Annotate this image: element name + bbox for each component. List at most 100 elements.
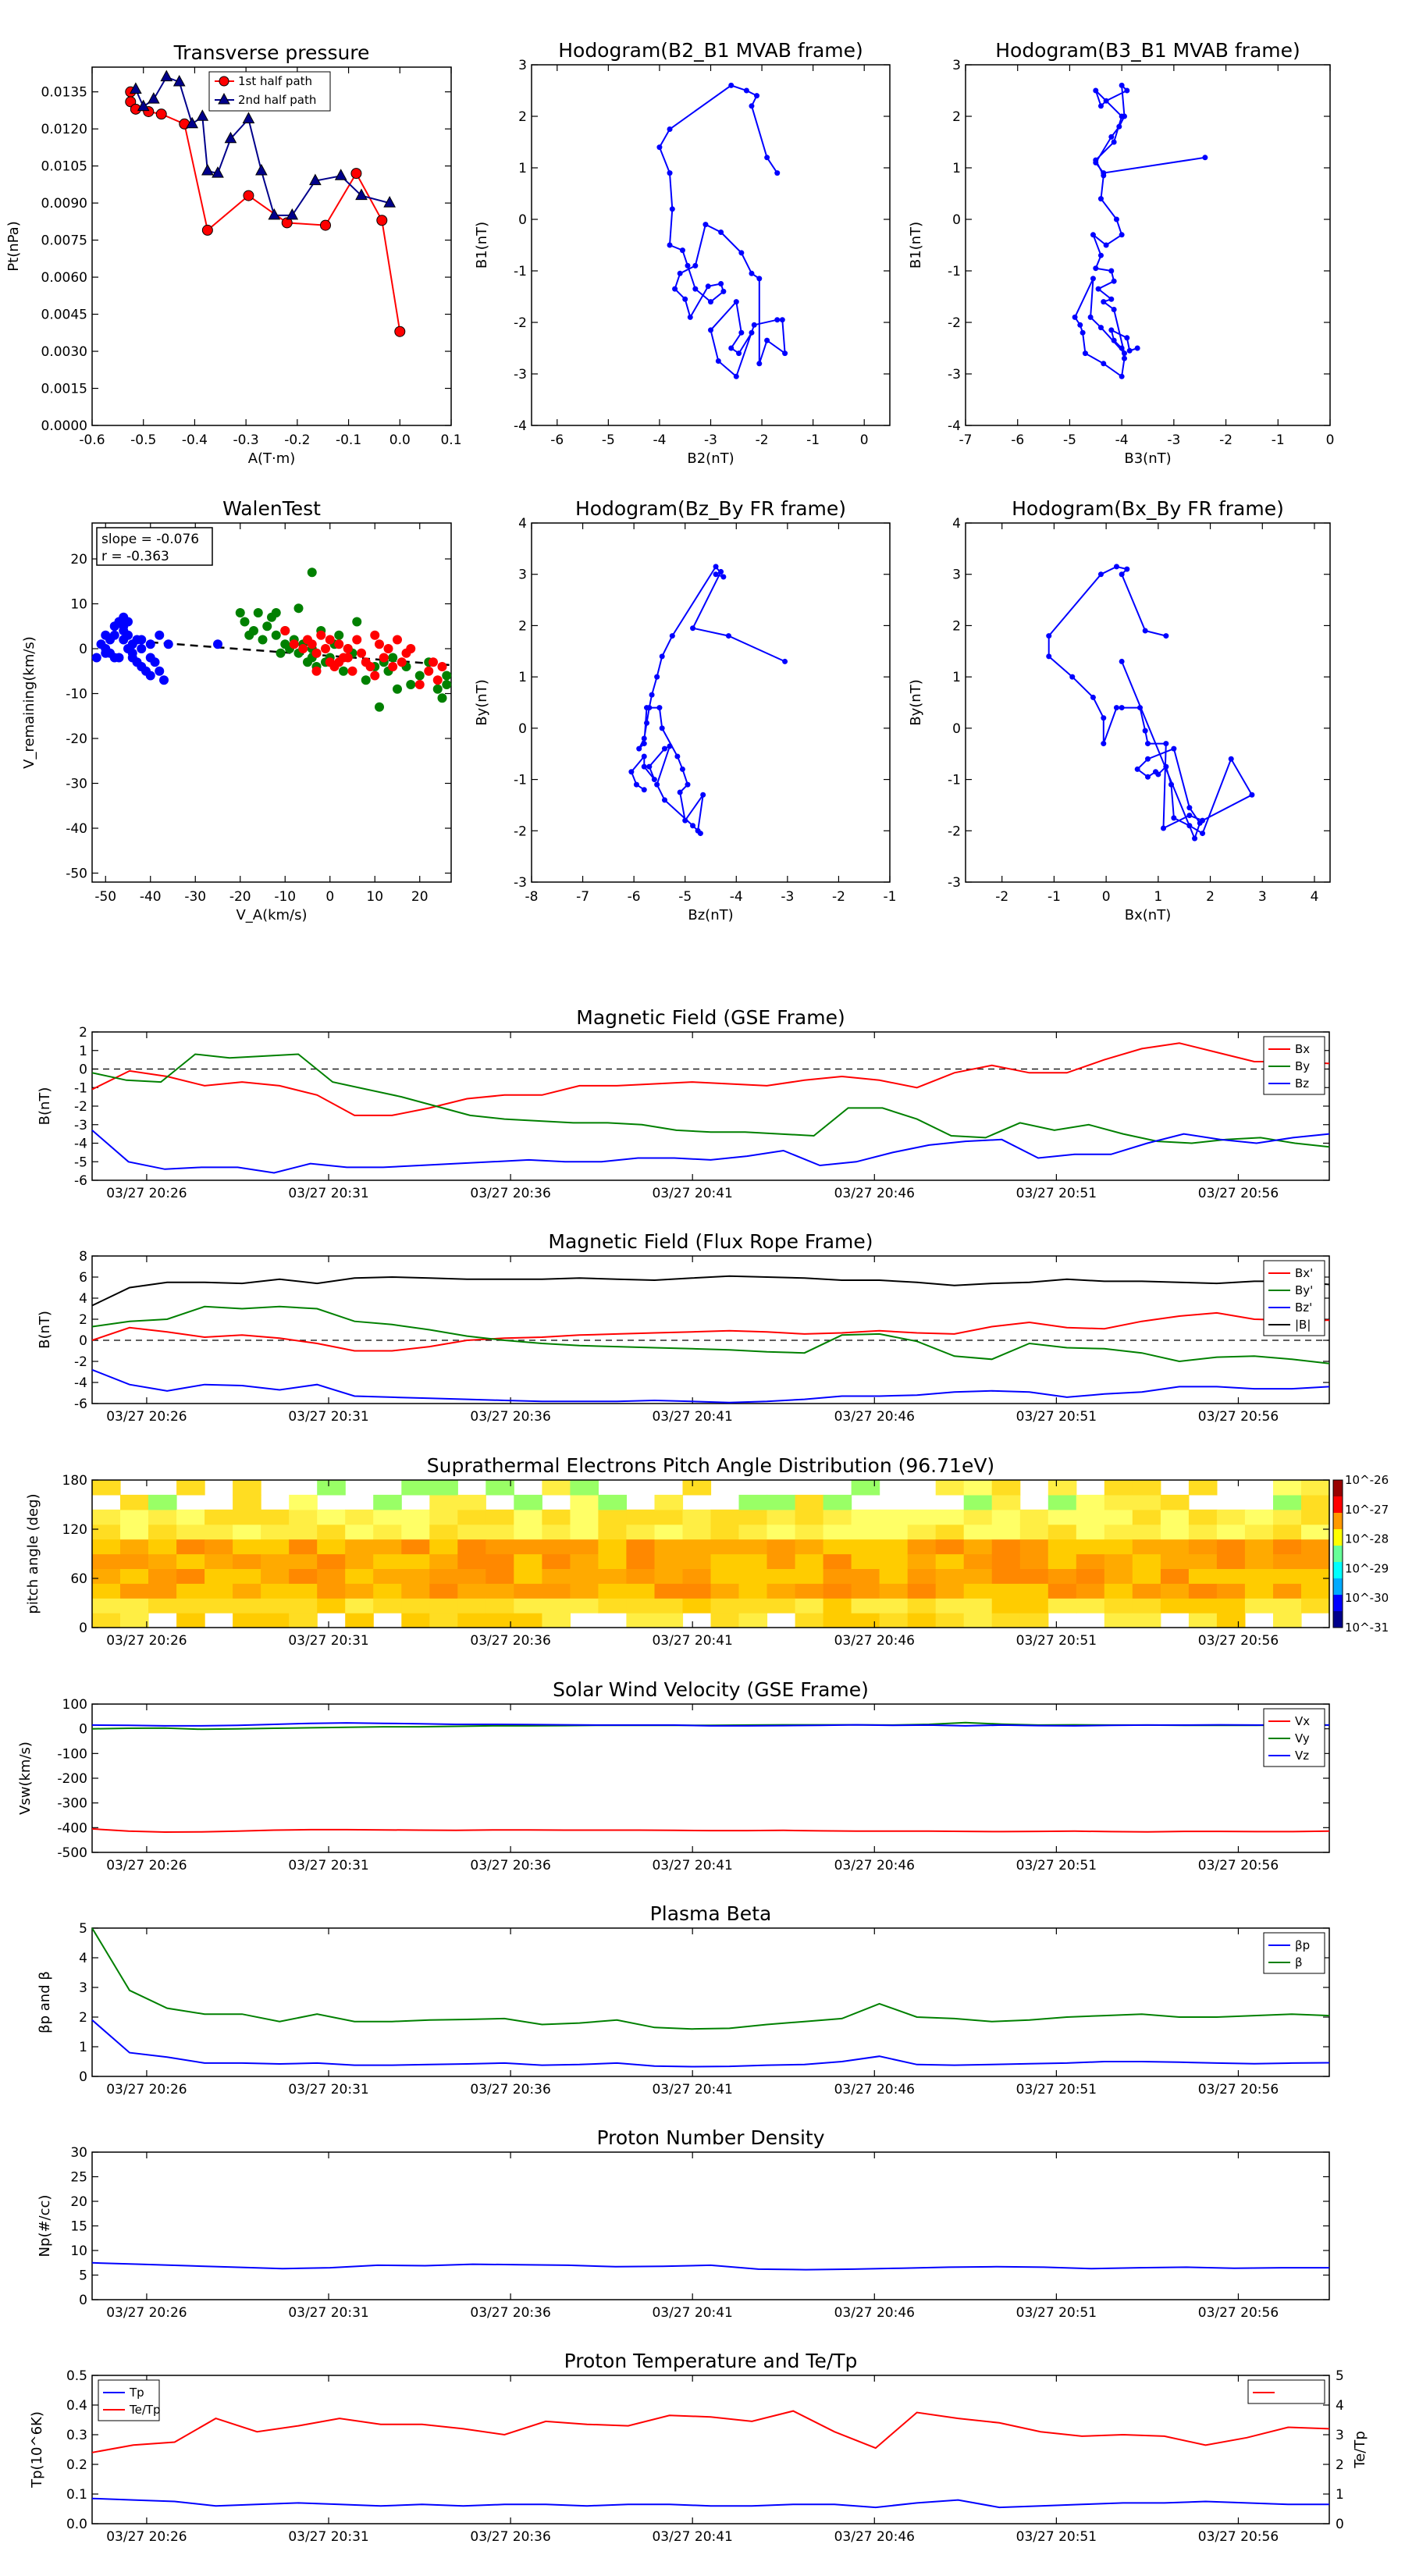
scatter-point-red — [334, 657, 344, 667]
heatmap-cell — [682, 1583, 712, 1599]
hodogram-point — [685, 781, 691, 788]
hodogram-point — [1080, 329, 1086, 336]
heatmap-cell — [626, 1583, 655, 1599]
heatmap-cell — [486, 1480, 514, 1496]
heatmap-cell — [935, 1583, 965, 1599]
heatmap-cell — [935, 1613, 965, 1628]
heatmap-cell — [1132, 1509, 1161, 1525]
data-point-1st-half — [201, 224, 213, 236]
hodogram-point — [1097, 571, 1104, 578]
series-line-By' — [91, 1305, 1330, 1364]
heatmap-cell — [1188, 1509, 1218, 1525]
legend: Vx Vy Vz — [1263, 1708, 1325, 1767]
x-tick-label: 03/27 20:51 — [1016, 1858, 1097, 1873]
y-tick-label: 3 — [518, 58, 527, 73]
y-tick-label: -1 — [74, 1080, 87, 1096]
hodogram-point — [736, 350, 742, 357]
series-line-Bx — [91, 1042, 1330, 1116]
heatmap-cell — [429, 1583, 458, 1599]
hodogram-point — [1093, 157, 1099, 163]
data-point-2nd-half — [268, 208, 281, 220]
colorbar-segment — [1333, 1578, 1343, 1596]
y-tick-label: 1 — [518, 161, 527, 176]
heatmap-cell — [1216, 1524, 1246, 1540]
heatmap-cell — [429, 1494, 458, 1510]
hodogram-point — [782, 658, 788, 664]
heatmap-cell — [1019, 1524, 1049, 1540]
heatmap-cell — [570, 1480, 599, 1496]
heatmap-cell — [514, 1524, 542, 1540]
heatmap-cell — [626, 1524, 655, 1540]
y-tick-label: -1 — [948, 773, 961, 788]
x-tick-label: 03/27 20:26 — [106, 2529, 187, 2545]
heatmap-cell — [205, 1509, 233, 1525]
scatter-point-green — [352, 617, 362, 627]
heatmap-cell — [1160, 1568, 1190, 1584]
heatmap-cell — [373, 1553, 402, 1569]
heatmap-cell — [851, 1553, 880, 1569]
heatmap-cell — [738, 1613, 768, 1628]
heatmap-cell — [963, 1568, 993, 1584]
heatmap-cell — [233, 1568, 261, 1584]
heatmap-cell — [738, 1598, 768, 1614]
hodogram-point — [733, 299, 739, 305]
heatmap-cell — [373, 1524, 402, 1540]
heatmap-cell — [120, 1583, 149, 1599]
hodogram-point — [661, 745, 667, 752]
legend: Tp Te/Tp — [98, 2379, 161, 2421]
heatmap-cell — [429, 1524, 458, 1540]
y-tick-label: 4 — [952, 516, 961, 532]
scatter-point-red — [316, 630, 326, 640]
proton-temperature-chart: Proton Temperature and Te/Tp Tp(10^6K) 0.0… — [29, 2350, 1368, 2545]
heatmap-cell — [148, 1524, 177, 1540]
scatter-point-red — [375, 639, 384, 649]
axes-frame — [91, 1479, 1330, 1628]
hodogram-point — [1119, 113, 1125, 119]
hodogram-point — [1090, 694, 1096, 700]
hodogram-point — [1200, 831, 1206, 837]
y-axis-label: βp and β — [37, 1971, 53, 2033]
heatmap-cell — [963, 1613, 993, 1628]
x-tick-label: 03/27 20:26 — [106, 1409, 187, 1425]
hodogram-point — [708, 299, 713, 305]
heatmap-cell — [963, 1494, 993, 1510]
hodogram-point — [749, 329, 755, 336]
x-tick-label: 03/27 20:56 — [1198, 2529, 1279, 2545]
data-point-2nd-half — [309, 173, 322, 186]
heatmap-cell — [148, 1598, 177, 1614]
y-tick-label: -3 — [948, 875, 961, 891]
y-tick-label: 0 — [79, 1621, 87, 1636]
heatmap-cell — [570, 1524, 599, 1540]
scatter-point-blue — [159, 675, 169, 685]
y-tick-label: 0.0090 — [41, 196, 87, 212]
scatter-point-green — [293, 603, 304, 614]
heatmap-cell — [317, 1583, 346, 1599]
x-tick-label: -0.2 — [284, 432, 310, 448]
hodogram-point — [1093, 265, 1099, 272]
heatmap-cell — [682, 1509, 712, 1525]
heatmap-cell — [401, 1524, 430, 1540]
y2-tick-label: 4 — [1336, 2398, 1344, 2414]
heatmap-cell — [935, 1568, 965, 1584]
scatter-point-green — [307, 568, 317, 578]
x-tick-label: -3 — [1167, 432, 1180, 448]
heatmap-cell — [542, 1613, 571, 1628]
heatmap-cell — [991, 1480, 1021, 1496]
data-point-2nd-half — [196, 109, 209, 121]
heatmap-cell — [1019, 1509, 1049, 1525]
heatmap-cell — [1216, 1613, 1246, 1628]
hodogram-point — [733, 373, 739, 379]
hodogram-point — [1171, 745, 1177, 752]
data-point-1st-half — [155, 109, 167, 120]
hodogram-point — [720, 288, 727, 294]
heatmap-cell — [1132, 1539, 1161, 1555]
heatmap-cell — [1104, 1583, 1133, 1599]
heatmap-cell — [317, 1509, 346, 1525]
heatmap-cell — [879, 1509, 909, 1525]
hodogram-point — [1145, 756, 1151, 762]
y-tick-label: 0.2 — [66, 2457, 87, 2473]
heatmap-cell — [1301, 1568, 1330, 1584]
heatmap-cell — [907, 1509, 937, 1525]
heatmap-cell — [1301, 1524, 1330, 1540]
